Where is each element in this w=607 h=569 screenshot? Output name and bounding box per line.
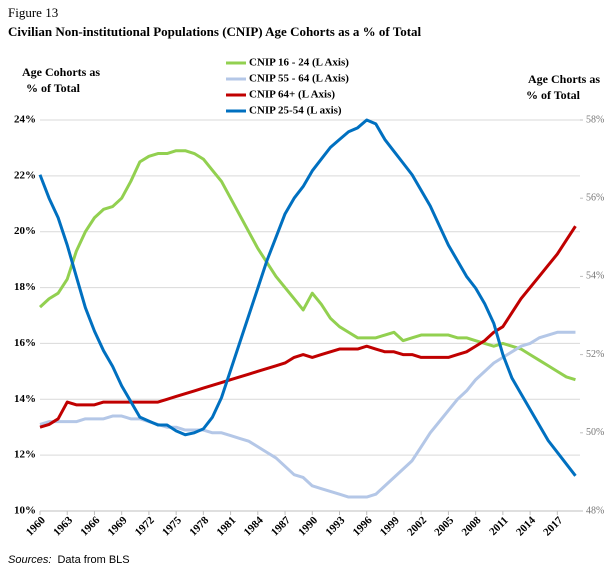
x-tick-label: 2005: [432, 514, 456, 538]
x-tick-label: 1987: [269, 514, 293, 538]
source-text: Data from BLS: [57, 554, 129, 566]
x-tick-label: 2011: [487, 514, 511, 538]
series-line: [39, 225, 577, 429]
series-line: [38, 149, 576, 382]
x-tick-label: 1981: [214, 514, 238, 538]
series-line: [38, 118, 577, 477]
legend-label: CNIP 64+ (L Axis): [249, 89, 335, 101]
y-tick-label: 18%: [14, 281, 36, 293]
chart-title: Civilian Non-institutional Populations (…: [8, 24, 422, 39]
x-tick-label: 1984: [242, 514, 266, 538]
x-tick-label: 1993: [323, 514, 347, 538]
x-tick-label: 1966: [78, 514, 102, 538]
x-tick-label: 1990: [296, 514, 320, 538]
y2-axis-label: Age Chorts as: [528, 72, 600, 86]
x-tick-label: 1999: [378, 514, 402, 538]
y2-tick-label: 48%: [586, 505, 604, 516]
y-tick-label: 22%: [14, 169, 36, 181]
y2-tick-label: 52%: [586, 349, 604, 360]
y2-tick-label: 56%: [586, 192, 604, 203]
y-axis-label: Age Cohorts as: [22, 65, 100, 79]
y-tick-label: 16%: [14, 337, 36, 349]
x-tick-label: 1978: [187, 514, 211, 538]
y2-tick-label: 58%: [586, 114, 604, 125]
x-tick-label: 1969: [106, 514, 130, 538]
x-tick-label: 1996: [351, 514, 375, 538]
x-tick-label: 1975: [160, 514, 184, 538]
x-tick-label: 1972: [133, 514, 157, 538]
x-tick-label: 2008: [459, 514, 483, 538]
y-tick-label: 12%: [14, 449, 36, 461]
x-tick-label: 2002: [405, 514, 429, 538]
x-tick-label: 1963: [51, 514, 75, 538]
x-tick-label: 2014: [514, 514, 538, 538]
legend-label: CNIP 16 - 24 (L Axis): [249, 57, 349, 69]
y-tick-label: 14%: [14, 393, 36, 405]
y2-tick-label: 54%: [586, 271, 604, 282]
series-line: [39, 330, 576, 499]
x-tick-label: 2017: [541, 514, 565, 538]
y-axis-label: % of Total: [26, 81, 81, 95]
y2-tick-label: 50%: [586, 427, 604, 438]
source-label: Sources:: [8, 554, 51, 566]
y-tick-label: 24%: [14, 114, 36, 126]
y-tick-label: 10%: [14, 505, 36, 517]
legend-label: CNIP 25-54 (L axis): [249, 105, 342, 117]
y2-axis-label: % of Total: [526, 88, 581, 102]
y-tick-label: 20%: [14, 225, 36, 237]
legend-label: CNIP 55 - 64 (L Axis): [249, 73, 349, 85]
figure-label: Figure 13: [8, 5, 58, 20]
source: Sources: Data from BLS: [8, 554, 130, 566]
x-tick-label: 1960: [24, 514, 48, 538]
